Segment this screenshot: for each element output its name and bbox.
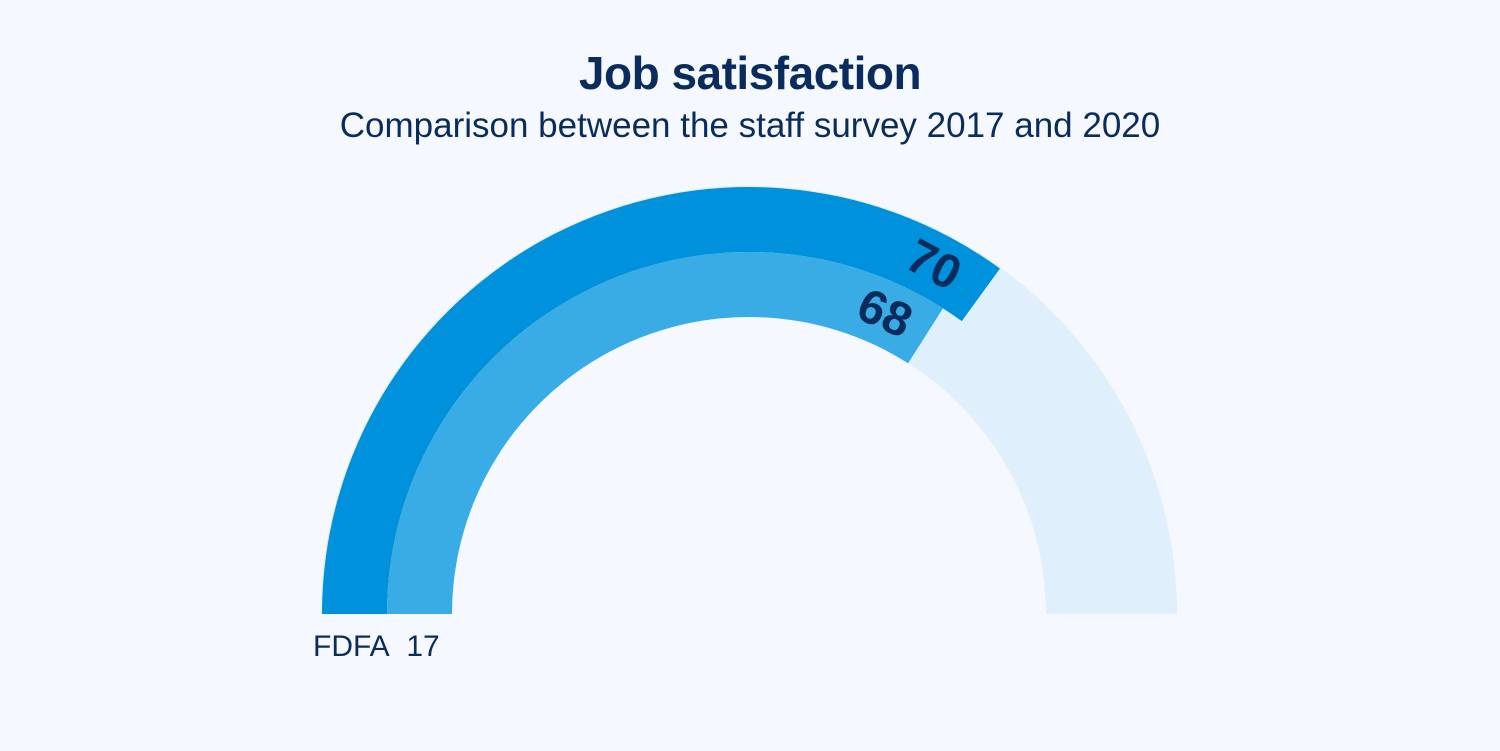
chart-title: Job satisfaction [578,47,922,99]
footer-label: FDFA 17 [313,630,440,663]
gauge-arc-1 [387,251,943,614]
gauge-arc-0 [322,187,1000,614]
chart-subtitle: Comparison between the staff survey 2017… [339,106,1161,145]
